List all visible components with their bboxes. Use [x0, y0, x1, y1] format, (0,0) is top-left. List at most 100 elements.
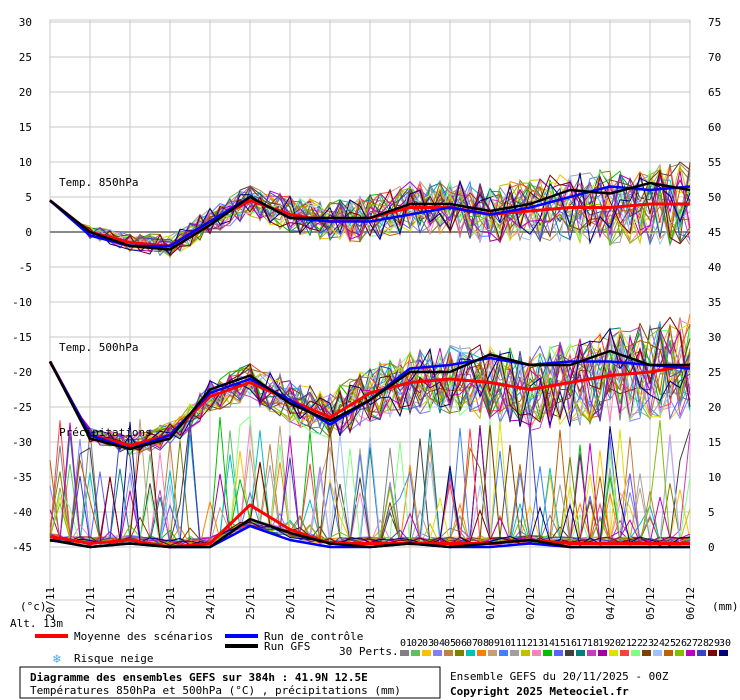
right-tick-label: 75: [708, 16, 721, 29]
right-tick-label: 70: [708, 51, 721, 64]
right-tick-label: 30: [708, 331, 721, 344]
pert-number: 23: [642, 638, 654, 649]
pert-swatch: [477, 650, 486, 656]
pert-number: 07: [466, 638, 478, 649]
pert-swatch: [400, 650, 409, 656]
pert-swatch: [543, 650, 552, 656]
footer-box: [19, 666, 441, 699]
pert-number: 18: [587, 638, 599, 649]
perturbation-line: [49, 336, 691, 453]
pert-swatch: [609, 650, 618, 656]
pert-swatch: [675, 650, 684, 656]
perturbation-precip-line: [49, 422, 691, 546]
right-tick-label: 45: [708, 226, 721, 239]
pert-number: 08: [477, 638, 489, 649]
left-tick-label: 20: [19, 86, 32, 99]
pert-swatch: [554, 650, 563, 656]
footer-subtitle: Températures 850hPa et 500hPa (°C) , pré…: [30, 684, 401, 697]
pert-swatch: [708, 650, 717, 656]
right-tick-label: 50: [708, 191, 721, 204]
pert-swatch: [664, 650, 673, 656]
x-tick-label: 25/11: [244, 587, 257, 620]
pert-number: 25: [664, 638, 676, 649]
perturbation-line: [49, 166, 691, 254]
pert-number: 14: [543, 638, 555, 649]
pert-swatch: [488, 650, 497, 656]
left-tick-label: 10: [19, 156, 32, 169]
legend-gfs-label: Run GFS: [264, 640, 310, 653]
left-tick-label: 5: [25, 191, 32, 204]
right-tick-label: 65: [708, 86, 721, 99]
pert-swatch: [433, 650, 442, 656]
perturbation-line: [49, 327, 691, 451]
perturbation-precip-line: [49, 437, 691, 546]
left-tick-label: -10: [12, 296, 32, 309]
altitude-label: Alt. 13m: [10, 617, 63, 630]
pert-number: 15: [554, 638, 566, 649]
left-tick-label: -25: [12, 401, 32, 414]
pert-swatch: [444, 650, 453, 656]
t850-label: Temp. 850hPa: [59, 176, 138, 189]
series-line-t850: [49, 181, 691, 251]
legend-mean-label: Moyenne des scénarios: [74, 630, 213, 643]
left-tick-label: -35: [12, 471, 32, 484]
pert-swatch: [697, 650, 706, 656]
pert-number: 17: [576, 638, 588, 649]
pert-number: 26: [675, 638, 687, 649]
x-tick-label: 23/11: [164, 587, 177, 620]
x-tick-label: 20/11: [44, 587, 57, 620]
left-axis: 30 25 20 15 10 5 0 -5 -10 -15 -20 -25 -30 -35 -40 -45: [12, 16, 32, 554]
x-tick-label: 27/11: [324, 587, 337, 620]
x-tick-label: 03/12: [564, 587, 577, 620]
x-tick-label: 26/11: [284, 587, 297, 620]
left-tick-label: -45: [12, 541, 32, 554]
perts-label: 30 Perts.: [339, 645, 399, 658]
right-tick-label: 15: [708, 436, 721, 449]
left-tick-label: -5: [19, 261, 32, 274]
pert-number: 19: [598, 638, 610, 649]
series-line-t850: [49, 185, 691, 248]
pert-swatch: [411, 650, 420, 656]
pert-swatch: [598, 650, 607, 656]
footer-run: Ensemble GEFS du 20/11/2025 - 00Z: [450, 670, 669, 683]
perturbation-legend: 0102030405060708091011121314151617181920…: [400, 638, 731, 656]
left-tick-label: -15: [12, 331, 32, 344]
pert-number: 22: [631, 638, 643, 649]
left-tick-label: 25: [19, 51, 32, 64]
x-tick-label: 22/11: [124, 587, 137, 620]
left-tick-label: 15: [19, 121, 32, 134]
left-unit: (°c): [20, 600, 47, 613]
pert-number: 06: [455, 638, 467, 649]
pert-swatch: [686, 650, 695, 656]
pert-swatch: [521, 650, 530, 656]
footer-title: Diagramme des ensembles GEFS sur 384h : …: [30, 671, 368, 684]
pert-swatch: [653, 650, 662, 656]
pert-swatch: [510, 650, 519, 656]
perturbation-line: [49, 331, 691, 455]
pert-number: 04: [433, 638, 445, 649]
pert-number: 27: [686, 638, 698, 649]
pert-number: 11: [510, 638, 522, 649]
pert-swatch: [642, 650, 651, 656]
left-tick-label: -40: [12, 506, 32, 519]
precip-label: Précipitations: [59, 426, 152, 439]
pert-swatch: [719, 650, 728, 656]
pert-swatch: [631, 650, 640, 656]
perturbation-line: [49, 327, 691, 456]
x-tick-label: 21/11: [84, 587, 97, 620]
x-tick-label: 01/12: [484, 587, 497, 620]
right-tick-label: 25: [708, 366, 721, 379]
x-tick-label: 24/11: [204, 587, 217, 620]
x-tick-label: 04/12: [604, 587, 617, 620]
right-tick-label: 35: [708, 296, 721, 309]
perturbation-line: [49, 325, 691, 455]
x-axis: 20/11 21/11 22/11 23/11 24/11 25/11 26/11 27/11…: [44, 587, 697, 620]
pert-swatch: [620, 650, 629, 656]
pert-number: 12: [521, 638, 533, 649]
x-tick-label: 02/12: [524, 587, 537, 620]
perturbation-line: [49, 174, 691, 248]
pert-number: 10: [499, 638, 511, 649]
